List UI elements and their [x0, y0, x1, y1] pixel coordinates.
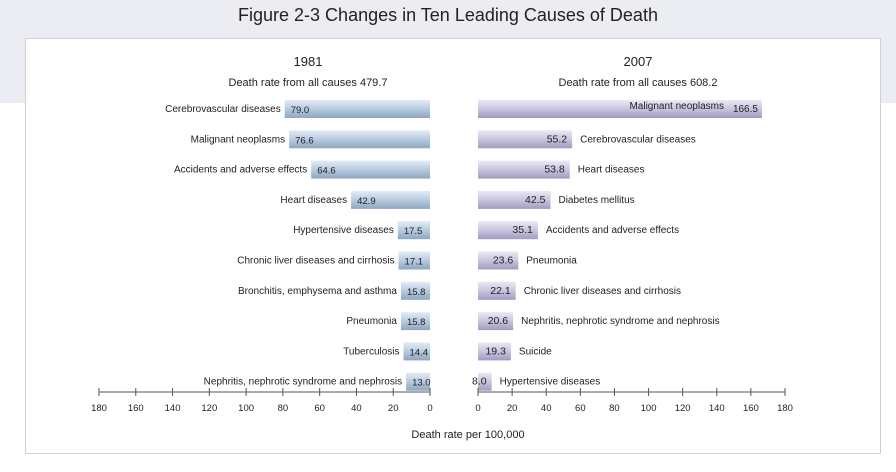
right-bar	[478, 100, 762, 118]
right-category-label: Suicide	[519, 346, 552, 357]
right-category-label: Pneumonia	[526, 256, 577, 267]
right-value-label: 22.1	[490, 285, 511, 297]
left-bar	[406, 372, 430, 391]
left-category-label: Bronchitis, emphysema and asthma	[238, 286, 397, 297]
right-category-label: Nephritis, nephrotic syndrome and nephro…	[521, 316, 719, 327]
right-category-label: Cerebrovascular diseases	[580, 134, 696, 145]
left-bar	[397, 221, 430, 240]
figure-title: Figure 2-3 Changes in Ten Leading Causes…	[238, 5, 658, 25]
left-value-label: 76.6	[295, 135, 314, 146]
x-axis-label: Death rate per 100,000	[411, 429, 524, 441]
right-category-label: Chronic liver diseases and cirrhosis	[524, 286, 681, 297]
right-value-label: 8.0	[472, 376, 487, 388]
left-bar	[351, 190, 430, 209]
left-value-label: 42.9	[357, 196, 376, 207]
left-tick-label: 140	[165, 403, 181, 414]
left-category-label: Nephritis, nephrotic syndrome and nephro…	[204, 377, 402, 388]
right-bar	[478, 130, 573, 149]
right-tick-label: 120	[675, 403, 691, 414]
left-bar	[289, 130, 430, 149]
right-chart-subtitle: Death rate from all causes 608.2	[559, 77, 718, 89]
left-bar	[284, 100, 430, 118]
left-tick-label: 160	[128, 403, 144, 414]
left-category-label: Accidents and adverse effects	[174, 165, 307, 176]
right-value-label: 166.5	[733, 104, 758, 115]
right-value-label: 42.5	[525, 194, 546, 206]
left-tick-label: 80	[278, 403, 289, 414]
left-tick-label: 20	[388, 403, 399, 414]
left-tick-label: 60	[314, 403, 325, 414]
right-bar	[478, 251, 519, 270]
left-value-label: 64.6	[317, 166, 336, 177]
right-bar	[478, 190, 551, 209]
left-chart-title: 1981	[294, 54, 323, 69]
right-tick-label: 100	[641, 403, 657, 414]
left-category-label: Heart diseases	[280, 195, 347, 206]
right-category-label: Malignant neoplasms	[629, 101, 724, 112]
right-bar	[478, 221, 538, 240]
left-value-label: 14.4	[410, 347, 429, 358]
left-value-label: 15.8	[407, 287, 426, 298]
left-category-label: Pneumonia	[346, 316, 397, 327]
left-category-label: Hypertensive diseases	[293, 225, 394, 236]
left-tick-label: 100	[238, 403, 254, 414]
right-value-label: 35.1	[512, 224, 533, 236]
right-tick-label: 140	[709, 403, 725, 414]
right-bar	[478, 372, 492, 391]
right-value-label: 53.8	[544, 164, 565, 176]
right-value-label: 23.6	[493, 255, 514, 267]
right-value-label: 19.3	[485, 345, 506, 357]
left-bar	[400, 312, 430, 331]
right-chart-title: 2007	[624, 54, 653, 69]
right-category-label: Hypertensive diseases	[500, 377, 601, 388]
right-category-label: Accidents and adverse effects	[546, 225, 679, 236]
left-value-label: 15.8	[407, 317, 426, 328]
right-tick-label: 160	[743, 403, 759, 414]
right-tick-label: 0	[475, 403, 480, 414]
left-value-label: 17.1	[405, 257, 424, 268]
left-bar	[400, 281, 430, 300]
right-tick-label: 80	[609, 403, 620, 414]
left-category-label: Cerebrovascular diseases	[165, 104, 281, 115]
left-value-label: 17.5	[404, 226, 423, 237]
right-category-label: Heart diseases	[578, 165, 645, 176]
left-value-label: 13.0	[412, 378, 431, 389]
left-tick-label: 120	[201, 403, 217, 414]
right-tick-label: 20	[507, 403, 518, 414]
left-category-label: Tuberculosis	[343, 346, 399, 357]
right-value-label: 55.2	[547, 133, 568, 145]
left-chart-subtitle: Death rate from all causes 479.7	[229, 77, 388, 89]
right-tick-label: 40	[541, 403, 552, 414]
left-bar	[311, 160, 430, 179]
right-tick-label: 180	[777, 403, 793, 414]
right-bar	[478, 342, 511, 361]
right-bar	[478, 281, 516, 300]
left-tick-label: 40	[351, 403, 362, 414]
right-bar	[478, 160, 570, 179]
right-value-label: 20.6	[488, 315, 509, 327]
left-category-label: Malignant neoplasms	[191, 134, 286, 145]
left-value-label: 79.0	[291, 105, 310, 116]
left-category-label: Chronic liver diseases and cirrhosis	[237, 256, 394, 267]
right-category-label: Diabetes mellitus	[558, 195, 634, 206]
left-bar	[403, 342, 430, 361]
left-tick-label: 0	[427, 403, 432, 414]
left-bar	[398, 251, 430, 270]
right-bar	[478, 312, 514, 331]
right-tick-label: 60	[575, 403, 586, 414]
left-tick-label: 180	[91, 403, 107, 414]
